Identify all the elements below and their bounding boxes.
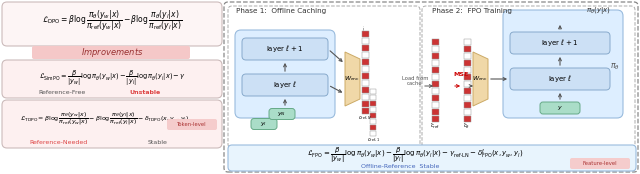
Bar	[362, 86, 369, 93]
FancyBboxPatch shape	[242, 38, 328, 60]
Text: layer $\ell+1$: layer $\ell+1$	[266, 44, 303, 54]
Bar	[432, 66, 439, 73]
Bar	[464, 38, 471, 45]
Bar	[464, 60, 471, 66]
Text: $\it{Improvements}$: $\it{Improvements}$	[81, 46, 143, 59]
Bar	[370, 89, 376, 94]
Bar	[432, 116, 439, 122]
Text: layer $\ell+1$: layer $\ell+1$	[541, 38, 579, 49]
Text: Feature-level: Feature-level	[582, 161, 618, 166]
Bar	[464, 101, 471, 108]
FancyBboxPatch shape	[269, 109, 295, 120]
Polygon shape	[345, 52, 360, 106]
Bar	[464, 53, 471, 59]
Bar	[362, 65, 369, 72]
Bar	[362, 58, 369, 65]
Text: $y_N$: $y_N$	[278, 110, 287, 118]
Text: Phase 1:  Offline Caching: Phase 1: Offline Caching	[236, 8, 326, 14]
Bar	[362, 45, 369, 51]
Bar	[432, 38, 439, 45]
Bar	[464, 81, 471, 87]
Text: $W_{\mathrm{enc}}$: $W_{\mathrm{enc}}$	[472, 74, 488, 84]
Bar	[370, 118, 376, 124]
Bar	[464, 116, 471, 122]
Text: Load from
cache: Load from cache	[402, 76, 428, 86]
Bar	[464, 66, 471, 73]
Text: Offline-Reference  Stable: Offline-Reference Stable	[361, 164, 439, 169]
Bar	[362, 108, 369, 114]
FancyBboxPatch shape	[2, 2, 222, 46]
Bar	[464, 73, 471, 80]
Text: $\pi_\theta$: $\pi_\theta$	[610, 62, 620, 72]
Text: Reference-Needed: Reference-Needed	[29, 140, 87, 145]
FancyBboxPatch shape	[2, 100, 222, 148]
Text: $c_{\mathrm{ref},1}$: $c_{\mathrm{ref},1}$	[367, 136, 380, 144]
Bar	[370, 113, 376, 118]
Text: $c_{\mathrm{ref},N}$: $c_{\mathrm{ref},N}$	[358, 114, 372, 122]
FancyBboxPatch shape	[503, 10, 623, 118]
FancyBboxPatch shape	[224, 2, 638, 172]
Bar	[362, 38, 369, 44]
Bar	[362, 30, 369, 37]
FancyBboxPatch shape	[242, 74, 328, 96]
Text: $y$: $y$	[557, 104, 563, 112]
Bar	[432, 53, 439, 59]
Bar	[432, 60, 439, 66]
Text: Reference-Free: Reference-Free	[38, 90, 86, 96]
Text: $W_{\mathrm{enc}}$: $W_{\mathrm{enc}}$	[344, 74, 360, 84]
Bar	[464, 94, 471, 101]
Bar	[464, 88, 471, 94]
Text: $\mathcal{L}_{\mathrm{TDPO}} = \beta \log \dfrac{\pi_\theta(y_w|x)}{\pi_{\mathrm: $\mathcal{L}_{\mathrm{TDPO}} = \beta \lo…	[20, 110, 189, 128]
FancyBboxPatch shape	[235, 30, 335, 118]
Bar	[432, 101, 439, 108]
Text: Token-level: Token-level	[177, 122, 207, 127]
Text: $\hat{c}_{\mathrm{ref}}$: $\hat{c}_{\mathrm{ref}}$	[430, 121, 440, 131]
Text: Stable: Stable	[148, 140, 168, 145]
Bar	[464, 109, 471, 115]
Text: layer $\ell$: layer $\ell$	[548, 73, 572, 85]
FancyBboxPatch shape	[251, 118, 277, 129]
Text: MSE: MSE	[453, 72, 468, 77]
Text: $\hat{c}_{\theta}$: $\hat{c}_{\theta}$	[463, 121, 470, 131]
FancyBboxPatch shape	[32, 46, 190, 59]
Bar	[432, 94, 439, 101]
FancyBboxPatch shape	[540, 102, 580, 114]
Text: $\mathcal{L}_{\mathrm{SimPO}} = \dfrac{\beta}{|y_w|} \log \pi_\theta(y_w|x) - \d: $\mathcal{L}_{\mathrm{SimPO}} = \dfrac{\…	[38, 68, 186, 88]
Bar	[432, 81, 439, 87]
FancyBboxPatch shape	[228, 6, 420, 148]
FancyBboxPatch shape	[510, 68, 610, 90]
Bar	[370, 101, 376, 106]
Bar	[432, 88, 439, 94]
Text: $\mathcal{L}_{\mathrm{DPO}} = \beta \log \dfrac{\pi_\theta(y_w|x)}{\pi_{\mathrm{: $\mathcal{L}_{\mathrm{DPO}} = \beta \log…	[42, 9, 182, 33]
FancyBboxPatch shape	[510, 32, 610, 54]
Text: $\mathcal{L}_{\mathrm{FPO}} = \dfrac{\beta}{|y_w|} \log \pi_\theta(y_w|x) - \dfr: $\mathcal{L}_{\mathrm{FPO}} = \dfrac{\be…	[307, 145, 524, 165]
Bar	[370, 94, 376, 100]
Text: layer $\ell$: layer $\ell$	[273, 80, 297, 90]
Bar	[370, 130, 376, 136]
Bar	[362, 101, 369, 107]
FancyBboxPatch shape	[422, 6, 635, 148]
Bar	[362, 73, 369, 79]
Text: $\pi_\theta(y|x)$: $\pi_\theta(y|x)$	[586, 6, 611, 17]
Polygon shape	[473, 52, 488, 106]
Text: Phase 2:  FPO Training: Phase 2: FPO Training	[432, 8, 512, 14]
FancyBboxPatch shape	[2, 60, 222, 98]
Bar	[464, 45, 471, 52]
Text: Unstable: Unstable	[129, 90, 161, 96]
Bar	[432, 45, 439, 52]
Text: $y_l$: $y_l$	[260, 120, 268, 128]
FancyBboxPatch shape	[228, 145, 636, 171]
Bar	[362, 93, 369, 100]
Bar	[370, 125, 376, 130]
Bar	[432, 109, 439, 115]
FancyBboxPatch shape	[570, 158, 630, 169]
Bar	[362, 52, 369, 58]
Bar	[432, 73, 439, 80]
FancyBboxPatch shape	[167, 119, 217, 130]
Bar	[370, 106, 376, 112]
Bar	[362, 80, 369, 86]
